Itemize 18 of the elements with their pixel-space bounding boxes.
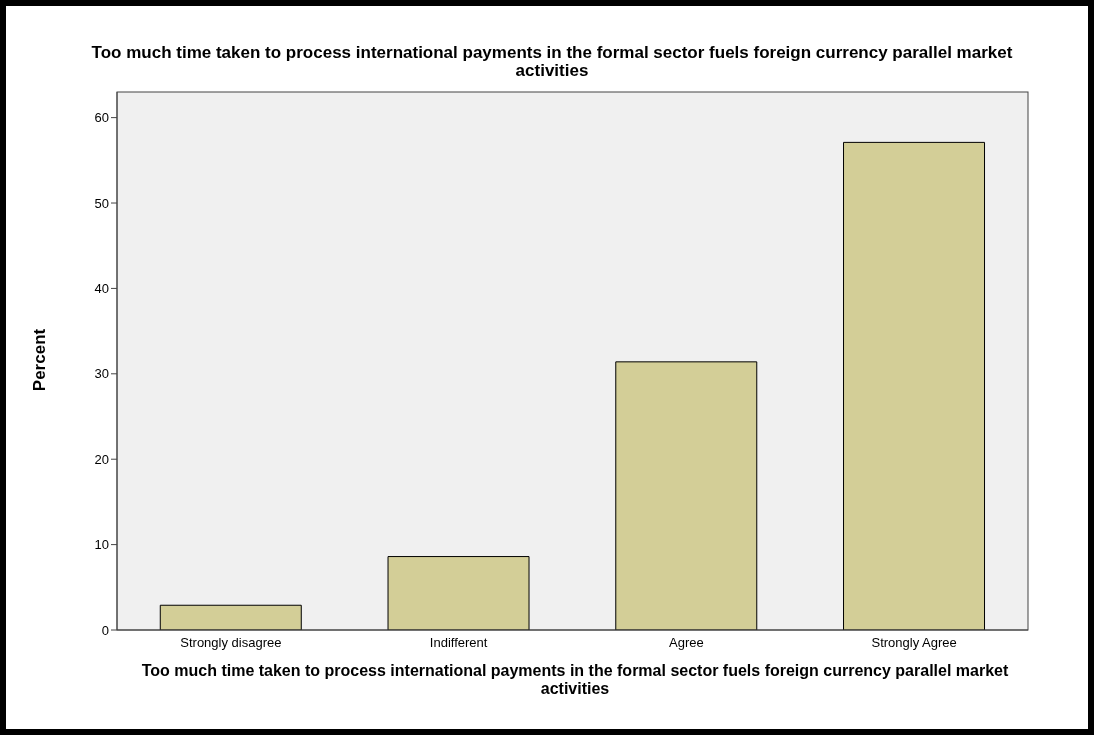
bar: [159, 604, 302, 630]
x-tick-label: Agree: [669, 635, 704, 651]
bar: [843, 141, 986, 630]
x-axis-title: Too much time taken to process international payments in the formal sector fuels foreign currency parallel market activities: [140, 662, 1010, 698]
y-tick-label: 20: [94, 451, 109, 467]
y-tick-label: 50: [94, 195, 109, 211]
y-tick-label: 40: [94, 281, 109, 297]
y-tick-label: 10: [94, 537, 109, 553]
x-tick-label: Strongly Agree: [871, 635, 957, 651]
y-tick-label: 0: [101, 622, 109, 638]
y-tick-label: 60: [94, 110, 109, 126]
x-tick-label: Indifferent: [429, 635, 488, 651]
bar: [387, 556, 530, 630]
x-tick-label: Strongly disagree: [180, 635, 282, 651]
bar: [615, 361, 758, 630]
y-axis-title: Percent: [30, 328, 50, 392]
chart-title: Too much time taken to process international payments in the formal sector fuels foreign currency parallel market activities: [90, 43, 1014, 80]
y-tick-label: 30: [94, 366, 109, 382]
